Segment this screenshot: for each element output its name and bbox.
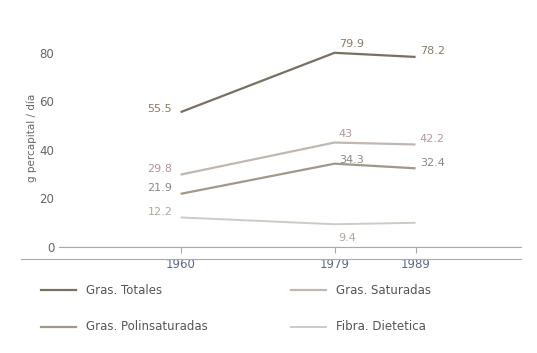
Text: 55.5: 55.5 — [148, 104, 172, 114]
Text: 34.3: 34.3 — [339, 155, 364, 164]
Text: 42.2: 42.2 — [420, 134, 445, 144]
Text: 12.2: 12.2 — [147, 207, 172, 217]
Text: 79.9: 79.9 — [339, 40, 364, 49]
Text: 32.4: 32.4 — [420, 158, 445, 168]
Text: 21.9: 21.9 — [147, 183, 172, 193]
Text: Gras. Totales: Gras. Totales — [86, 283, 163, 297]
Y-axis label: g percapital / día: g percapital / día — [26, 94, 37, 182]
Text: 43: 43 — [339, 129, 353, 139]
Text: 9.4: 9.4 — [339, 233, 357, 243]
Text: Fibra. Dietetica: Fibra. Dietetica — [336, 320, 426, 333]
Text: 78.2: 78.2 — [420, 46, 445, 56]
Text: 29.8: 29.8 — [147, 164, 172, 174]
Text: Gras. Polinsaturadas: Gras. Polinsaturadas — [86, 320, 208, 333]
Text: Gras. Saturadas: Gras. Saturadas — [336, 283, 431, 297]
